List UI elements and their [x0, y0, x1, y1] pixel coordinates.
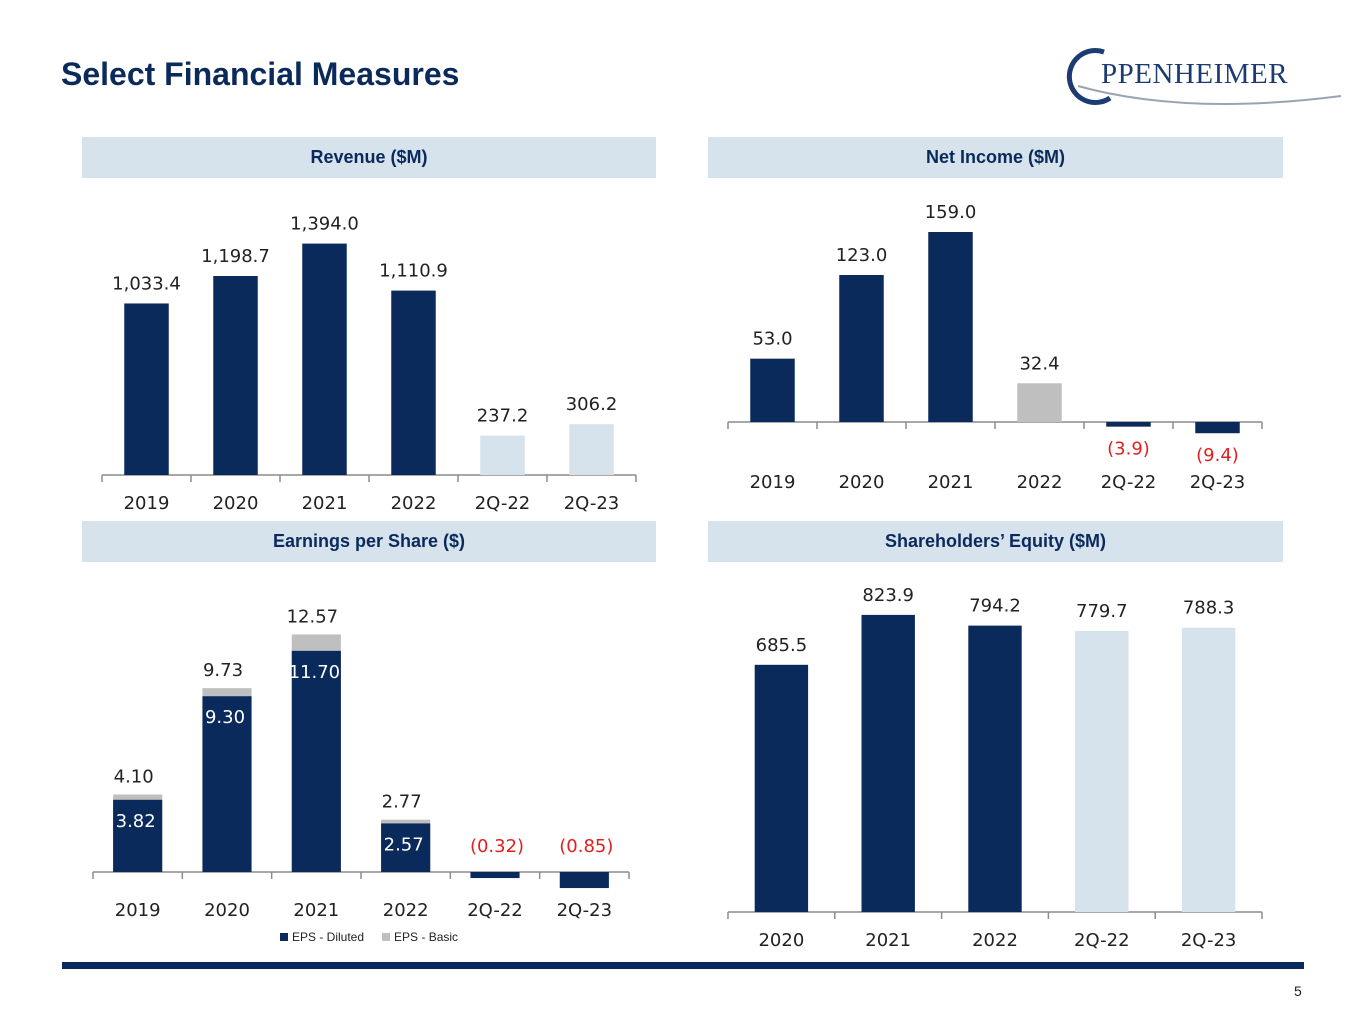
data-label-2Q-22: 779.7	[1076, 601, 1128, 622]
data-label-2Q-23: 788.3	[1183, 598, 1235, 619]
category-label-2021: 2021	[293, 900, 339, 921]
basic-label-2021: 12.57	[287, 606, 339, 627]
bar-2022	[391, 290, 436, 475]
diluted-label-2019: 3.82	[116, 811, 156, 832]
bar-2019	[124, 303, 169, 475]
category-label-2Q-23: 2Q-23	[1181, 930, 1237, 951]
bar-diluted-2Q-22	[470, 872, 520, 879]
bar-diluted-2022	[381, 823, 431, 872]
legend-basic-label: EPS - Basic	[394, 930, 459, 944]
category-label-2021: 2021	[928, 472, 974, 493]
bar-diluted-2020	[202, 696, 252, 872]
category-label-2Q-23: 2Q-23	[557, 900, 613, 921]
diluted-label-2Q-22: (0.32)	[470, 836, 524, 857]
data-label-2022: 794.2	[969, 596, 1021, 617]
diluted-label-2022: 2.57	[384, 834, 424, 855]
category-label-2020: 2020	[758, 930, 804, 951]
data-label-2019: 1,033.4	[112, 273, 181, 294]
category-label-2020: 2020	[213, 493, 259, 514]
data-label-2022: 1,110.9	[379, 261, 448, 282]
legend-basic-swatch	[382, 933, 391, 941]
data-label-2020: 123.0	[836, 245, 888, 266]
data-label-2021: 159.0	[925, 202, 977, 223]
data-label-2Q-23: 306.2	[566, 394, 618, 415]
basic-label-2022: 2.77	[382, 792, 422, 813]
bar-diluted-2021	[291, 650, 341, 872]
bar-2020	[213, 276, 258, 475]
bar-2Q-23	[1195, 422, 1240, 434]
bar-2022	[1017, 383, 1062, 422]
legend-basic: EPS - Basic	[382, 930, 458, 944]
page-title: Select Financial Measures	[61, 56, 460, 92]
category-label-2Q-22: 2Q-22	[475, 493, 531, 514]
revenue-header: Revenue ($M)	[82, 137, 656, 178]
category-label-2021: 2021	[302, 493, 348, 514]
bar-2Q-22	[1075, 630, 1129, 912]
category-label-2019: 2019	[750, 472, 796, 493]
bar-2019	[750, 358, 795, 422]
oppenheimer-logo	[1066, 48, 1342, 105]
bar-2Q-22	[480, 435, 525, 475]
bar-2Q-23	[1181, 627, 1236, 912]
bar-2020	[754, 664, 809, 912]
bar-2020	[839, 275, 884, 422]
data-label-2021: 823.9	[862, 585, 914, 606]
category-label-2022: 2022	[972, 930, 1018, 951]
bar-2021	[861, 614, 915, 912]
data-label-2019: 53.0	[752, 329, 792, 350]
page-number: 5	[1294, 983, 1302, 999]
diluted-label-2020: 9.30	[205, 707, 245, 728]
category-label-2Q-22: 2Q-22	[1074, 930, 1130, 951]
bar-diluted-2019	[113, 799, 163, 872]
data-label-2Q-23: (9.4)	[1196, 445, 1239, 466]
category-label-2Q-23: 2Q-23	[564, 493, 620, 514]
category-label-2020: 2020	[839, 472, 885, 493]
legend-diluted-label: EPS - Diluted	[292, 930, 365, 944]
bar-diluted-2Q-23	[559, 872, 609, 889]
category-label-2022: 2022	[391, 493, 437, 514]
bar-2021	[302, 243, 347, 475]
category-label-2Q-22: 2Q-22	[1101, 472, 1157, 493]
data-label-2020: 685.5	[756, 635, 808, 656]
bar-2Q-22	[1106, 422, 1151, 427]
category-label-2022: 2022	[383, 900, 429, 921]
eps-header: Earnings per Share ($)	[82, 521, 656, 562]
equity-header: Shareholders’ Equity ($M)	[708, 521, 1283, 562]
category-label-2Q-22: 2Q-22	[467, 900, 523, 921]
data-label-2Q-22: 237.2	[477, 406, 529, 427]
basic-label-2019: 4.10	[114, 767, 154, 788]
category-label-2019: 2019	[124, 493, 170, 514]
category-label-2022: 2022	[1017, 472, 1063, 493]
net-income-header: Net Income ($M)	[708, 137, 1283, 178]
bar-2Q-23	[569, 424, 614, 475]
bar-2021	[928, 231, 973, 422]
logo-text: PPENHEIMER	[1101, 58, 1289, 90]
category-label-2Q-23: 2Q-23	[1190, 472, 1246, 493]
data-label-2021: 1,394.0	[290, 214, 359, 235]
category-label-2019: 2019	[115, 900, 161, 921]
eps-legend: EPS - Diluted EPS - Basic	[280, 930, 458, 944]
data-label-2Q-22: (3.9)	[1107, 439, 1150, 460]
legend-diluted-swatch	[280, 933, 288, 941]
bar-2022	[968, 625, 1022, 912]
footer-rule	[62, 962, 1304, 969]
diluted-label-2021: 11.70	[289, 662, 341, 683]
legend-diluted: EPS - Diluted	[280, 930, 364, 944]
diluted-label-2Q-23: (0.85)	[559, 836, 613, 857]
data-label-2020: 1,198.7	[201, 246, 270, 267]
basic-label-2020: 9.73	[203, 660, 243, 681]
data-label-2022: 32.4	[1019, 353, 1059, 374]
category-label-2021: 2021	[865, 930, 911, 951]
category-label-2020: 2020	[204, 900, 250, 921]
